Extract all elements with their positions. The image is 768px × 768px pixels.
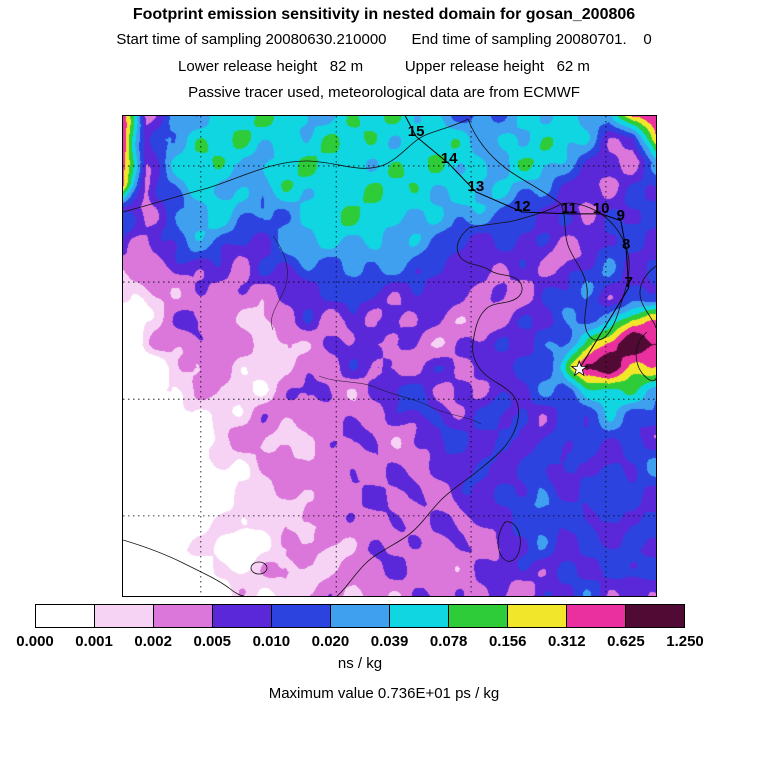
figure-title: Footprint emission sensitivity in nested… xyxy=(132,6,636,23)
colorbar-swatch xyxy=(448,605,507,627)
trajectory-day-label: 8 xyxy=(622,236,630,253)
trajectory-day-label: 10 xyxy=(593,200,610,217)
lat-lon-grid xyxy=(123,116,656,596)
colorbar-tick-label: 0.000 xyxy=(16,633,54,650)
coastline-japan-honshu xyxy=(639,265,656,329)
colorbar-swatch xyxy=(36,605,94,627)
colorbar-tick-label: 0.002 xyxy=(134,633,172,650)
trajectory-day-label: 9 xyxy=(617,207,625,224)
island-hainan xyxy=(250,561,268,575)
colorbar-tick-label: 0.010 xyxy=(252,633,291,650)
units-label: ns / kg xyxy=(337,655,383,672)
colorbar-swatch xyxy=(566,605,625,627)
trajectory-day-label: 15 xyxy=(408,123,425,140)
colorbar-tick-label: 0.625 xyxy=(607,633,645,650)
coastline-south xyxy=(123,539,245,596)
trajectory-day-labels: 15 14 13 12 11 10 9 8 7 xyxy=(408,123,633,291)
colorbar-swatch xyxy=(507,605,566,627)
colorbar-tick-label: 0.020 xyxy=(311,633,350,650)
colorbar xyxy=(35,604,685,628)
map-panel: 15 14 13 12 11 10 9 8 7 xyxy=(122,115,657,597)
border-north xyxy=(123,118,469,213)
coastlines xyxy=(123,118,656,596)
trajectory-day-label: 13 xyxy=(468,178,485,195)
colorbar-swatch xyxy=(625,605,684,627)
coastline-taiwan xyxy=(497,521,521,562)
trajectory-day-label: 14 xyxy=(441,150,458,167)
colorbar-tick-label: 0.156 xyxy=(488,633,527,650)
release-heights-line: Lower release height 82 m Upper release … xyxy=(178,58,590,75)
border-northeast xyxy=(467,118,562,205)
trajectory-day-label: 12 xyxy=(514,198,531,215)
colorbar-tick-label: 1.250 xyxy=(666,633,704,650)
sampling-times-line: Start time of sampling 20080630.210000 E… xyxy=(116,31,652,48)
coastline-korea xyxy=(560,202,630,341)
colorbar-tick-label: 0.039 xyxy=(370,633,409,650)
trajectory-day-label: 7 xyxy=(625,274,633,291)
colorbar-swatch xyxy=(389,605,448,627)
trajectory-path xyxy=(404,116,630,370)
colorbar-tick-label: 0.312 xyxy=(548,633,586,650)
river-yangtze xyxy=(318,375,482,425)
colorbar-swatch xyxy=(330,605,389,627)
colorbar-swatch xyxy=(153,605,212,627)
coastline-china xyxy=(336,227,523,596)
colorbar-swatch xyxy=(271,605,330,627)
coastline-japan-kyushu xyxy=(635,331,656,382)
receptor-star-icon xyxy=(570,359,589,377)
colorbar-labels: 0.000 0.001 0.002 0.005 0.010 0.020 0.039 0.078… xyxy=(16,633,704,651)
colorbar-swatch xyxy=(212,605,271,627)
map-overlay: 15 14 13 12 11 10 9 8 7 xyxy=(123,116,656,596)
trajectory-day-label: 11 xyxy=(561,200,577,217)
coastline-liaodong xyxy=(468,203,562,229)
colorbar-tick-label: 0.001 xyxy=(75,633,113,650)
colorbar-swatch xyxy=(94,605,153,627)
tracer-info-line: Passive tracer used, meteorological data… xyxy=(188,84,580,101)
colorbar-tick-label: 0.005 xyxy=(193,633,232,650)
colorbar-tick-label: 0.078 xyxy=(429,633,468,650)
river-yellow xyxy=(271,235,288,331)
max-value-label: Maximum value 0.736E+01 ps / kg xyxy=(268,685,500,702)
